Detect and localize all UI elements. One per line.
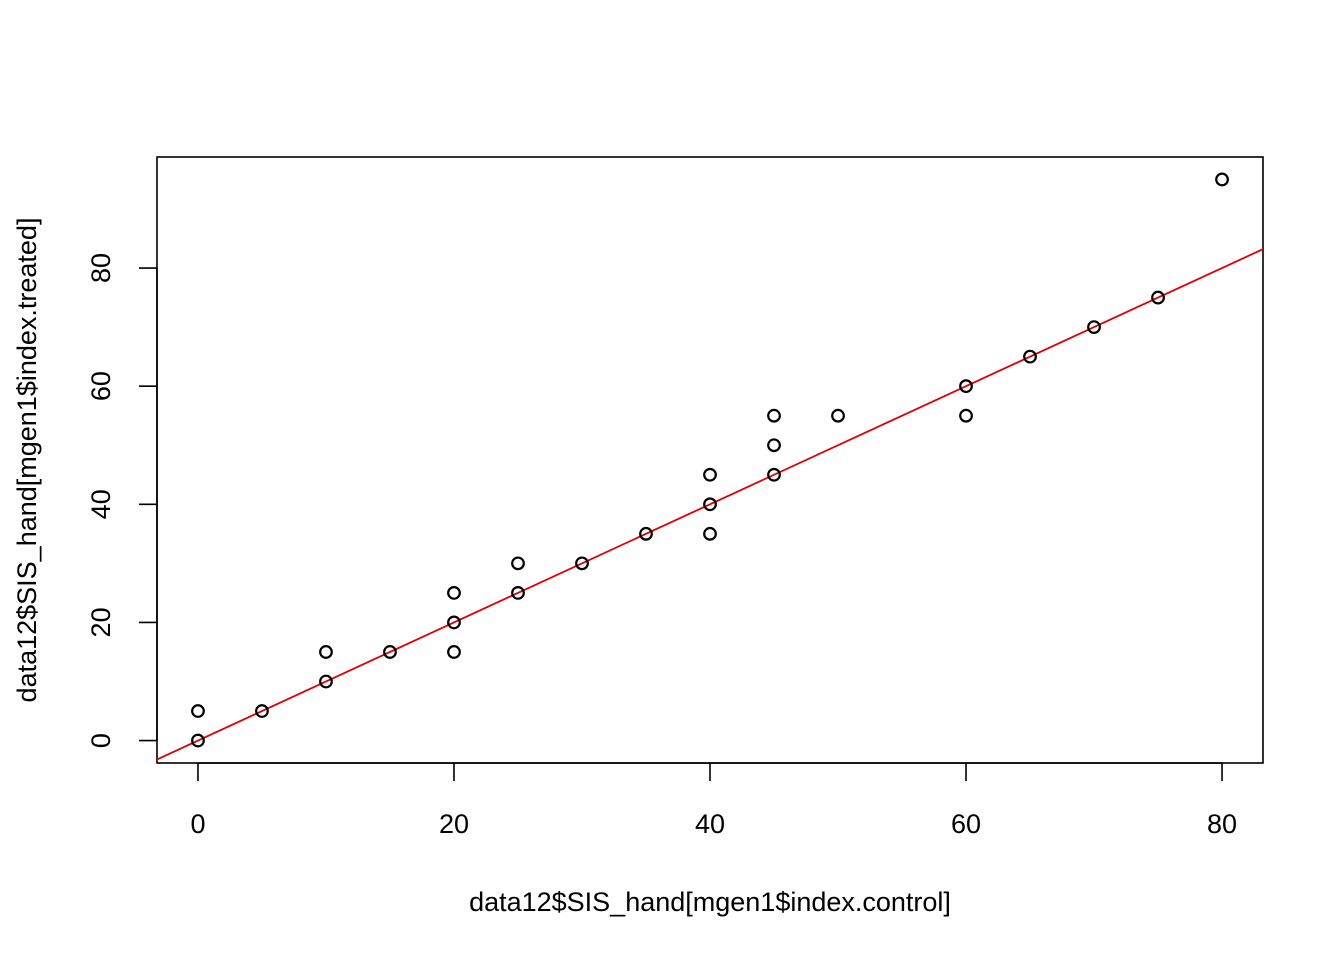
plot-frame — [156, 156, 1264, 764]
data-point — [383, 645, 397, 659]
data-point — [511, 585, 525, 600]
x-tick-label: 20 — [439, 809, 469, 839]
data-point — [1215, 172, 1229, 187]
data-point — [1151, 290, 1165, 305]
y-axis: 0 20 40 60 80 — [86, 253, 158, 748]
x-tick-label: 80 — [1207, 809, 1237, 839]
data-point — [319, 645, 333, 659]
y-tick-label: 80 — [86, 253, 116, 283]
y-tick-label: 60 — [86, 371, 116, 401]
data-point — [511, 556, 525, 571]
data-point — [1087, 320, 1101, 335]
data-point — [959, 379, 973, 394]
x-tick-label: 60 — [951, 809, 981, 839]
y-axis-label: data12$SIS_hand[mgen1$index.treated] — [12, 218, 42, 703]
x-tick-label: 40 — [695, 809, 725, 839]
data-point — [319, 674, 333, 689]
y-tick-label: 0 — [86, 733, 116, 748]
data-point — [767, 438, 781, 453]
reference-line-layer — [157, 248, 1263, 761]
x-axis-label: data12$SIS_hand[mgen1$index.control] — [469, 887, 951, 917]
x-axis: 0 20 40 60 80 — [190, 762, 1237, 839]
data-point — [703, 467, 717, 482]
data-point — [831, 408, 845, 423]
data-point — [639, 526, 653, 541]
data-point — [1023, 349, 1037, 364]
data-point — [191, 704, 205, 718]
data-point — [447, 615, 461, 630]
data-point — [575, 556, 589, 571]
y-tick-label: 20 — [86, 607, 116, 637]
data-point — [767, 408, 781, 423]
y-tick-label: 40 — [86, 489, 116, 519]
points-layer — [191, 172, 1229, 748]
data-point — [255, 704, 269, 718]
x-tick-label: 0 — [190, 809, 205, 839]
data-point — [767, 467, 781, 482]
data-point — [703, 497, 717, 512]
data-point — [959, 408, 973, 423]
data-point — [191, 733, 205, 748]
data-point — [447, 645, 461, 659]
fit-line — [157, 248, 1263, 761]
data-point — [447, 585, 461, 600]
data-point — [703, 526, 717, 541]
